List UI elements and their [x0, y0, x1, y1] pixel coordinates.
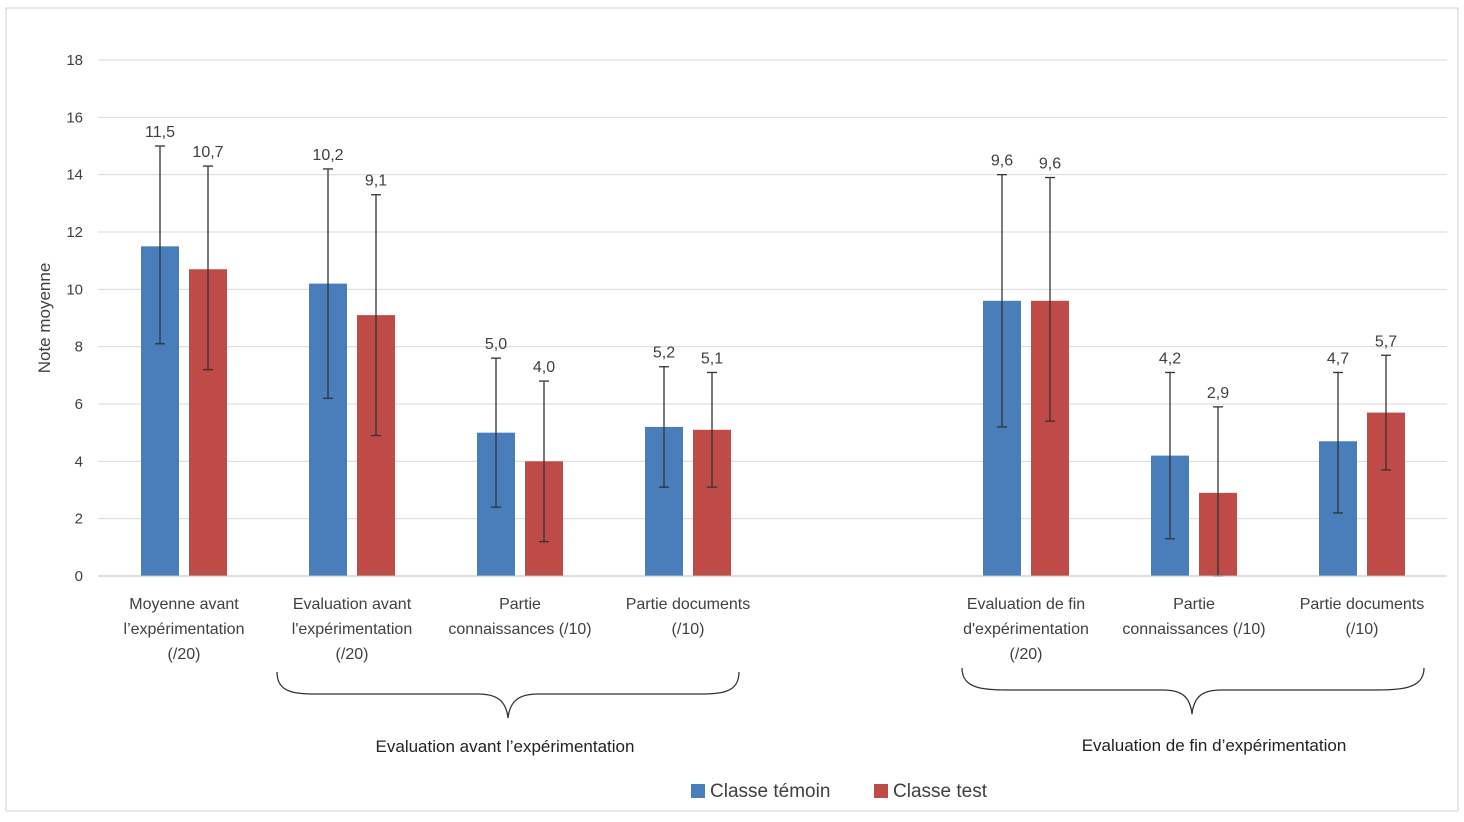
- category-label: connaissances (/10): [1122, 621, 1265, 638]
- y-axis-ticks: 0 2 4 6 8 10 12 14 16 18: [66, 52, 83, 585]
- data-label: 5,7: [1375, 333, 1397, 350]
- y-tick-label: 18: [66, 52, 83, 69]
- category-label: d'expérimentation: [963, 621, 1089, 638]
- category-label: (/10): [1346, 621, 1379, 638]
- y-tick-label: 8: [75, 339, 83, 356]
- y-tick-label: 10: [66, 281, 83, 298]
- y-tick-label: 16: [66, 109, 83, 126]
- legend-swatch-temoin: [691, 784, 705, 798]
- legend: Classe témoin Classe test: [691, 781, 988, 802]
- y-tick-label: 2: [75, 511, 83, 528]
- data-label: 10,2: [312, 147, 343, 164]
- error-bars: [155, 145, 1391, 577]
- data-label: 9,6: [1039, 156, 1061, 173]
- legend-label-test: Classe test: [893, 781, 988, 802]
- data-label: 9,1: [365, 173, 387, 190]
- category-label: Evaluation avant: [293, 596, 412, 613]
- y-tick-label: 6: [75, 396, 83, 413]
- chart-frame: [5, 7, 1459, 812]
- y-tick-label: 12: [66, 224, 83, 241]
- group-brace-after: [961, 667, 1425, 715]
- data-labels: 11,5 10,2 5,0 5,2 9,6 4,2 4,7 10,7 9,1 4,0 5,1 9,6 2…: [145, 124, 1397, 402]
- y-tick-label: 14: [66, 167, 83, 184]
- category-labels: Moyenne avant l’expérimentation (/20) Evalu…: [124, 596, 1425, 663]
- category-label: connaissances (/10): [448, 621, 591, 638]
- y-tick-label: 0: [75, 568, 83, 585]
- category-label: Evaluation de fin: [967, 596, 1085, 613]
- legend-swatch-test: [874, 784, 888, 798]
- category-label: (/10): [672, 621, 705, 638]
- category-label: Moyenne avant: [129, 596, 239, 613]
- category-label: Partie: [499, 596, 541, 613]
- category-label: Partie: [1173, 596, 1215, 613]
- category-label: (/20): [168, 646, 201, 663]
- data-label: 9,6: [991, 153, 1013, 170]
- data-label: 2,9: [1207, 385, 1229, 402]
- group-brace-before: [276, 671, 740, 719]
- data-label: 5,2: [653, 345, 675, 362]
- data-label: 4,0: [533, 359, 555, 376]
- data-label: 4,7: [1327, 350, 1349, 367]
- y-tick-label: 4: [75, 453, 83, 470]
- category-label: Partie documents: [1300, 596, 1425, 613]
- category-label: l'expérimentation: [292, 621, 412, 638]
- category-label: Partie documents: [626, 596, 751, 613]
- group-label-before: Evaluation avant l’expérimentation: [376, 737, 635, 756]
- legend-label-temoin: Classe témoin: [710, 781, 830, 802]
- data-label: 5,0: [485, 336, 507, 353]
- category-label: (/20): [336, 646, 369, 663]
- group-label-after: Evaluation de fin d’expérimentation: [1082, 736, 1347, 755]
- y-axis-label: Note moyenne: [35, 263, 54, 374]
- data-label: 5,1: [701, 350, 723, 367]
- data-label: 10,7: [192, 144, 223, 161]
- category-label: l’expérimentation: [124, 621, 245, 638]
- data-label: 11,5: [145, 124, 175, 141]
- category-label: (/20): [1010, 646, 1043, 663]
- data-label: 4,2: [1159, 350, 1181, 367]
